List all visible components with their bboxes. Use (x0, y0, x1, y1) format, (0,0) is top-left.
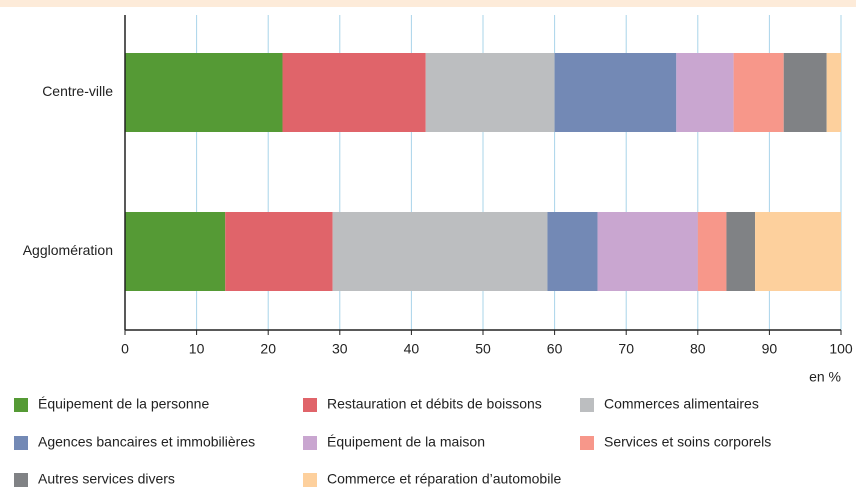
bar-segment (332, 212, 548, 291)
bar-segment (225, 212, 333, 291)
legend-label: Agences bancaires et immobilières (38, 434, 255, 450)
bar-segment (125, 212, 226, 291)
bar-segment (826, 53, 841, 132)
bar-segment (733, 53, 784, 132)
bar-segment (282, 53, 426, 132)
x-tick-label: 10 (189, 341, 205, 357)
x-axis-label: en % (809, 369, 841, 385)
bar-segment (697, 212, 727, 291)
legend-label: Services et soins corporels (604, 434, 771, 450)
legend-label: Restauration et débits de boissons (327, 396, 542, 412)
x-tick-label: 50 (475, 341, 491, 357)
x-tick-label: 90 (762, 341, 778, 357)
bar-segment (783, 53, 827, 132)
bar-segment (554, 53, 677, 132)
x-tick-label: 100 (829, 341, 853, 357)
bar-segment (726, 212, 756, 291)
x-tick-label: 40 (404, 341, 420, 357)
legend-swatch (14, 436, 28, 450)
x-tick-label: 30 (332, 341, 348, 357)
x-tick-label: 60 (547, 341, 563, 357)
legend-swatch (14, 473, 28, 487)
title-strip (0, 0, 856, 7)
bar-segment (755, 212, 841, 291)
y-tick-label: Agglomération (23, 242, 113, 258)
legend-swatch (303, 398, 317, 412)
legend-label: Équipement de la personne (38, 396, 209, 412)
bar-segment (597, 212, 698, 291)
x-tick-label: 0 (121, 341, 129, 357)
bar-segment (547, 212, 598, 291)
bar-segment (676, 53, 734, 132)
legend-swatch (303, 436, 317, 450)
bar-segment (425, 53, 555, 132)
bar-segment (125, 53, 283, 132)
legend-swatch (14, 398, 28, 412)
x-tick-label: 70 (618, 341, 634, 357)
legend-swatch (580, 436, 594, 450)
legend-label: Commerces alimentaires (604, 396, 759, 412)
legend-swatch (303, 473, 317, 487)
legend-label: Autres services divers (38, 471, 175, 487)
legend-label: Commerce et réparation d’automobile (327, 471, 561, 487)
x-tick-label: 80 (690, 341, 706, 357)
x-tick-label: 20 (260, 341, 276, 357)
legend-swatch (580, 398, 594, 412)
legend-label: Équipement de la maison (327, 434, 485, 450)
y-tick-label: Centre-ville (42, 83, 113, 99)
